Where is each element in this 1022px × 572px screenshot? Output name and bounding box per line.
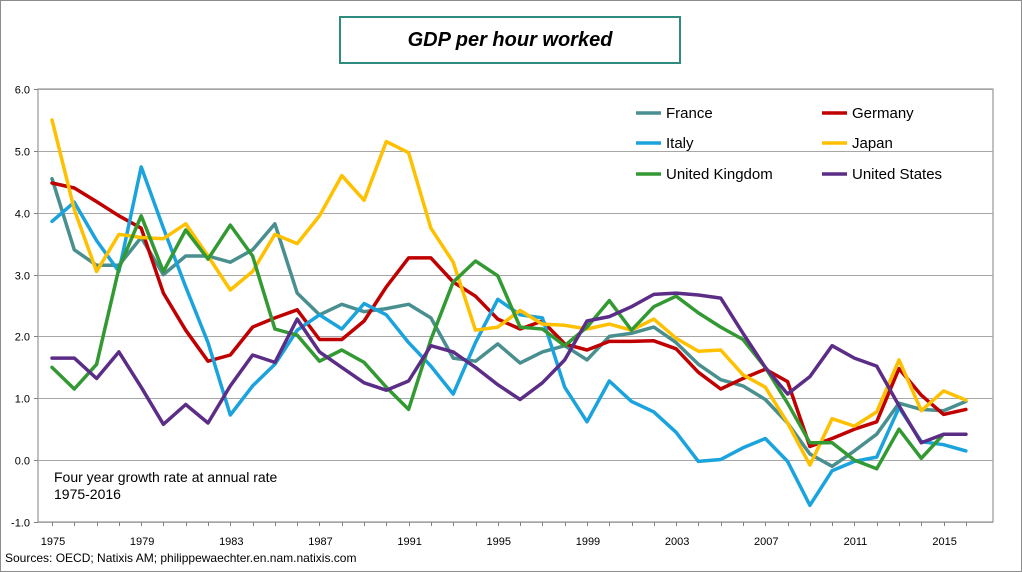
title-box: GDP per hour worked bbox=[339, 16, 681, 64]
legend-item: Germany bbox=[822, 105, 914, 122]
legend-label: United States bbox=[852, 166, 942, 183]
legend-label: Italy bbox=[666, 135, 694, 152]
legend-label: France bbox=[666, 105, 713, 122]
legend-item: Italy bbox=[636, 135, 694, 152]
y-tick-label: 2.0 bbox=[15, 332, 30, 344]
note-line-1: Four year growth rate at annual rate bbox=[54, 469, 278, 485]
x-tick-label: 1987 bbox=[308, 536, 332, 548]
legend-item: United Kingdom bbox=[636, 166, 773, 183]
x-tick-label: 1999 bbox=[576, 536, 600, 548]
legend-label: United Kingdom bbox=[666, 166, 773, 183]
series-line-united-kingdom bbox=[50, 214, 968, 471]
x-tick-label: 1995 bbox=[487, 536, 511, 548]
y-tick-label: 1.0 bbox=[15, 394, 30, 406]
y-tick-label: 5.0 bbox=[15, 147, 30, 159]
legend-item: United States bbox=[822, 166, 942, 183]
chart-note: Four year growth rate at annual rate 197… bbox=[54, 469, 277, 503]
y-tick-label: 4.0 bbox=[15, 209, 30, 221]
x-tick-label: 2011 bbox=[844, 536, 868, 548]
source-text: Sources: OECD; Natixis AM; philippewaech… bbox=[5, 551, 357, 565]
legend-label: Japan bbox=[852, 135, 893, 152]
series-line-italy bbox=[50, 165, 968, 508]
y-tick-label: 6.0 bbox=[15, 85, 30, 97]
note-line-2: 1975-2016 bbox=[54, 486, 121, 502]
x-tick-label: 1983 bbox=[219, 536, 243, 548]
legend-label: Germany bbox=[852, 105, 914, 122]
y-tick-label: 0.0 bbox=[15, 456, 30, 468]
x-tick-label: 1975 bbox=[41, 536, 65, 548]
y-tick-label: -1.0 bbox=[11, 518, 30, 530]
y-tick-label: 3.0 bbox=[15, 271, 30, 283]
legend-item: Japan bbox=[822, 135, 893, 152]
x-tick-label: 2015 bbox=[932, 536, 956, 548]
x-tick-label: 1979 bbox=[130, 536, 154, 548]
series-line-germany bbox=[50, 181, 968, 449]
x-tick-label: 2007 bbox=[754, 536, 778, 548]
series-line-united-states bbox=[50, 291, 968, 445]
legend-item: France bbox=[636, 105, 713, 122]
x-tick-label: 2003 bbox=[665, 536, 689, 548]
x-tick-label: 1991 bbox=[397, 536, 421, 548]
chart-title: GDP per hour worked bbox=[407, 28, 613, 51]
series-line-japan bbox=[50, 118, 968, 467]
